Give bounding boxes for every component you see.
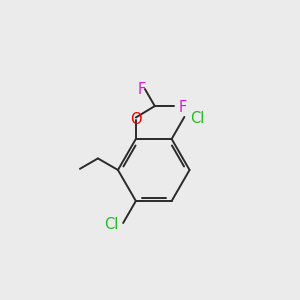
Text: Cl: Cl — [104, 218, 118, 232]
Text: F: F — [178, 100, 187, 115]
Text: Cl: Cl — [190, 111, 205, 126]
Text: F: F — [137, 82, 146, 97]
Text: O: O — [130, 112, 142, 127]
